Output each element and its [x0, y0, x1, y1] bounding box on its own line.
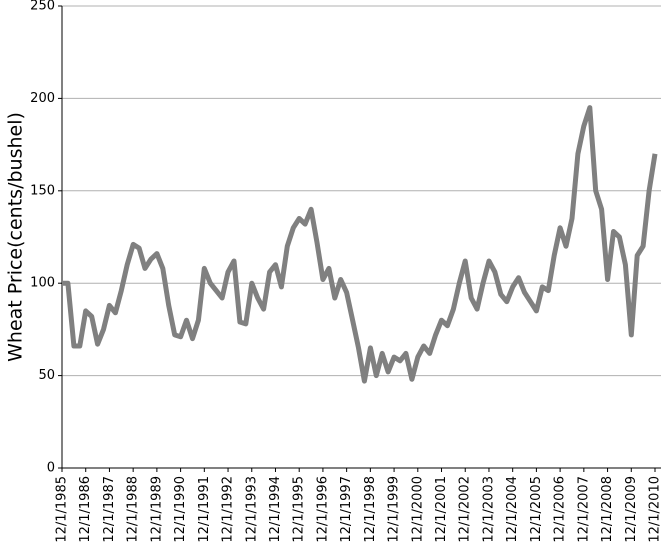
y-tick-label: 100 — [30, 276, 55, 291]
x-tick-label: 12/1/2009 — [624, 476, 639, 543]
x-tick-label: 12/1/1992 — [221, 476, 236, 543]
y-tick-label: 0 — [47, 461, 55, 476]
x-tick-label: 12/1/2006 — [553, 476, 568, 543]
data-line — [62, 108, 655, 382]
x-tick-label: 12/1/2002 — [458, 476, 473, 543]
x-tick-label: 12/1/1994 — [268, 476, 283, 543]
x-tick-label: 12/1/1993 — [244, 476, 259, 543]
y-tick-label: 150 — [30, 183, 55, 198]
x-tick-label: 12/1/2008 — [600, 476, 615, 543]
x-tick-label: 12/1/1996 — [315, 476, 330, 543]
x-tick-label: 12/1/1989 — [149, 476, 164, 543]
x-tick-label: 12/1/2004 — [505, 476, 520, 543]
x-tick-label: 12/1/1990 — [173, 476, 188, 543]
x-tick-label: 12/1/2003 — [481, 476, 496, 543]
y-tick-label: 200 — [30, 91, 55, 106]
x-tick-label: 12/1/2007 — [576, 476, 591, 543]
x-tick-label: 12/1/1995 — [292, 476, 307, 543]
x-tick-label: 12/1/2010 — [648, 476, 662, 543]
x-tick-label: 12/1/1991 — [197, 476, 212, 543]
x-tick-label: 12/1/1997 — [339, 476, 354, 543]
x-tick-label: 12/1/1986 — [78, 476, 93, 543]
x-tick-label: 12/1/1999 — [387, 476, 402, 543]
x-tick-label: 12/1/2000 — [410, 476, 425, 543]
x-tick-label: 12/1/1998 — [363, 476, 378, 543]
x-tick-label: 12/1/1988 — [126, 476, 141, 543]
x-tick-label: 12/1/1985 — [55, 476, 70, 543]
x-tick-label: 12/1/1987 — [102, 476, 117, 543]
x-tick-label: 12/1/2005 — [529, 476, 544, 543]
y-tick-label: 250 — [30, 0, 55, 14]
y-axis-label: Wheat Price(cents/bushel) — [5, 112, 27, 362]
y-tick-label: 50 — [38, 368, 55, 383]
x-tick-label: 12/1/2001 — [434, 476, 449, 543]
